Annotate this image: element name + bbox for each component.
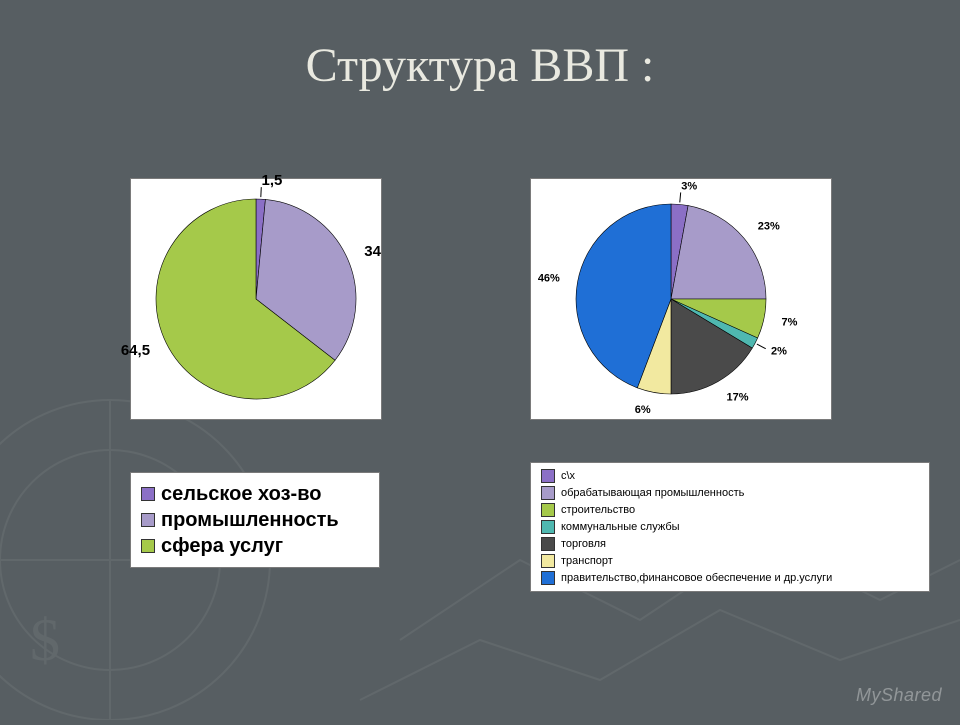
legend-label: транспорт — [561, 555, 613, 567]
legend-swatch — [541, 469, 555, 483]
pie-label-industry: 34 — [364, 243, 381, 260]
pie-label-sx: 3% — [681, 180, 697, 192]
legend-label: с\х — [561, 470, 575, 482]
legend-swatch — [541, 554, 555, 568]
legend-item: коммунальные службы — [541, 520, 919, 534]
legend-item: промышленность — [141, 509, 369, 532]
legend-swatch — [541, 486, 555, 500]
legend-right: с\х обрабатывающая промышленность строител… — [530, 462, 930, 592]
legend-label: сельское хоз-во — [161, 483, 321, 506]
pie-label-trade: 17% — [727, 391, 749, 403]
legend-label: сфера услуг — [161, 535, 283, 558]
watermark: MyShared — [856, 685, 942, 706]
legend-swatch — [141, 487, 155, 501]
pie-label-agri: 1,5 — [262, 172, 283, 189]
pie-label-util: 2% — [771, 345, 787, 357]
legend-swatch — [141, 513, 155, 527]
legend-item: строительство — [541, 503, 919, 517]
pie-label-constr: 7% — [781, 317, 797, 329]
legend-left: сельское хоз-во промышленность сфера услуг — [130, 472, 380, 568]
legend-swatch — [541, 520, 555, 534]
legend-swatch — [541, 537, 555, 551]
legend-label: торговля — [561, 538, 606, 550]
pie-label-manuf: 23% — [758, 221, 780, 233]
legend-item: обрабатывающая промышленность — [541, 486, 919, 500]
legend-swatch — [141, 539, 155, 553]
legend-item: транспорт — [541, 554, 919, 568]
legend-swatch — [541, 571, 555, 585]
legend-label: обрабатывающая промышленность — [561, 487, 744, 499]
legend-item: с\х — [541, 469, 919, 483]
pie-label-gov: 46% — [538, 273, 560, 285]
page-title: Структура ВВП : — [0, 38, 960, 93]
legend-label: коммунальные службы — [561, 521, 680, 533]
legend-item: торговля — [541, 537, 919, 551]
pie-label-transport: 6% — [635, 404, 651, 416]
gdp-pie-right: 3% 23% 7% 2% 17% 6% 46% — [530, 178, 832, 420]
legend-label: правительство,финансовое обеспечение и д… — [561, 572, 832, 584]
legend-item: сельское хоз-во — [141, 483, 369, 506]
legend-label: строительство — [561, 504, 635, 516]
legend-item: правительство,финансовое обеспечение и д… — [541, 571, 919, 585]
legend-item: сфера услуг — [141, 535, 369, 558]
pie-label-services: 64,5 — [121, 342, 150, 359]
legend-label: промышленность — [161, 509, 339, 532]
svg-text:$: $ — [30, 607, 60, 673]
legend-swatch — [541, 503, 555, 517]
gdp-pie-left: 1,53464,5 — [130, 178, 382, 420]
